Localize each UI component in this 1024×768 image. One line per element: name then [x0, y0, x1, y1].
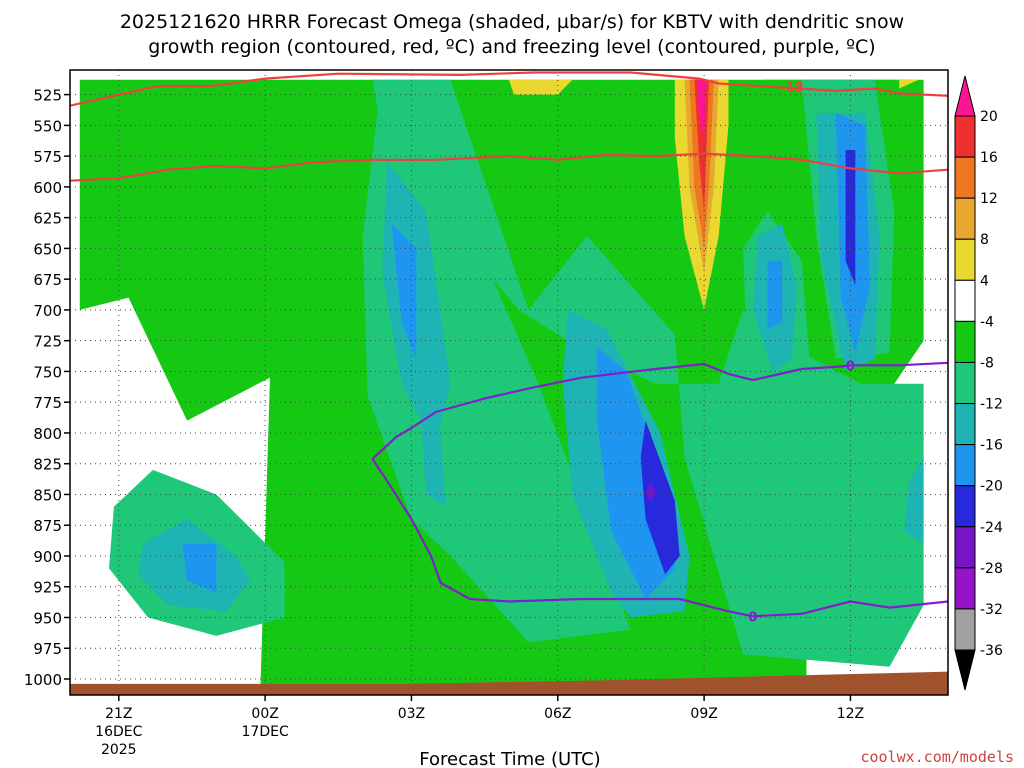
colorbar-top-triangle	[954, 75, 976, 117]
dgz-label-0: -18	[780, 81, 804, 96]
omega-shaded-fills	[79, 79, 924, 695]
y-tick-label-11: 800	[33, 425, 62, 443]
dgz-line-1	[70, 152, 948, 182]
omega-region-13	[904, 457, 924, 544]
x-axis-label: Forecast Time (UTC)	[419, 749, 600, 768]
dgz-line-0	[70, 71, 948, 107]
x-axis-ticks: 21Z 16DEC 2025 00Z 17DEC 03Z 06Z 09Z 12Z	[95, 695, 864, 758]
y-tick-label-8: 725	[33, 333, 62, 351]
omega-region-12	[421, 420, 446, 507]
y-tick-label-3: 600	[33, 179, 62, 197]
y-tick-label-4: 625	[33, 210, 62, 228]
colorbar-label-9: -20	[980, 479, 1003, 495]
omega-region-14	[391, 223, 417, 360]
omega-region-24	[899, 79, 919, 89]
grid-lines	[70, 70, 948, 695]
colorbar-label-6: -8	[980, 355, 994, 371]
y-tick-label-16: 925	[33, 579, 62, 597]
x-tick-sublabel-1: 17DEC	[242, 724, 289, 740]
colorbar-segment-11	[954, 526, 976, 569]
omega-region-17	[767, 260, 783, 329]
omega-region-23	[509, 79, 573, 95]
colorbar-label-8: -16	[980, 438, 1003, 454]
y-tick-label-14: 875	[33, 517, 62, 535]
x-tick-label-3: 06Z	[544, 706, 571, 722]
freezing-label-0: 0	[846, 359, 855, 374]
colorbar-label-4: 4	[980, 273, 989, 289]
colorbar-segment-5	[954, 279, 976, 322]
chart-title-line2: growth region (contoured, red, ºC) and f…	[148, 36, 875, 58]
colorbar-segment-12	[954, 567, 976, 610]
y-tick-label-18: 975	[33, 640, 62, 658]
y-tick-label-0: 525	[33, 87, 62, 105]
colorbar-segment-1	[954, 115, 976, 158]
colorbar-segment-3	[954, 197, 976, 240]
colorbar-segment-4	[954, 238, 976, 281]
colorbar-segment-13	[954, 608, 976, 651]
colorbar-segment-9	[954, 444, 976, 487]
terrain	[70, 671, 948, 695]
colorbar-label-1: 16	[980, 150, 998, 166]
y-tick-label-15: 900	[33, 548, 62, 566]
colorbar-label-7: -12	[980, 397, 1003, 413]
colorbar-label-12: -32	[980, 602, 1003, 618]
colorbar: 20 16 12 8 4 -4 -8 -12 -16 -20 -24 -28 -32 -36	[954, 75, 1003, 691]
omega-region-27	[694, 79, 709, 212]
colorbar-segment-2	[954, 156, 976, 199]
y-tick-label-19: 1000	[24, 671, 62, 689]
terrain-fill	[70, 671, 948, 695]
colorbar-label-2: 12	[980, 191, 998, 207]
omega-region-2	[372, 79, 924, 667]
y-tick-label-9: 750	[33, 363, 62, 381]
y-axis-ticks: 525 550 575 600 625 650 675 700 725 750 775 800 825 8…	[24, 87, 70, 689]
colorbar-segment-7	[954, 361, 976, 405]
colorbar-segment-10	[954, 485, 976, 528]
chart-title-line1: 2025121620 HRRR Forecast Omega (shaded, …	[120, 11, 904, 33]
y-tick-label-13: 850	[33, 486, 62, 504]
omega-region-28	[696, 79, 707, 138]
x-tick-label-5: 12Z	[837, 706, 864, 722]
x-tick-label-2: 03Z	[398, 706, 425, 722]
y-tick-label-10: 775	[33, 394, 62, 412]
watermark: coolwx.com/models	[860, 748, 1014, 766]
y-tick-label-1: 550	[33, 117, 62, 135]
x-tick-year-0: 2025	[101, 742, 137, 758]
x-tick-sublabel-0: 16DEC	[95, 724, 142, 740]
x-tick-label-0: 21Z	[105, 706, 132, 722]
freezing-line-0	[371, 361, 948, 460]
contour-labels: -18 0 0	[748, 81, 855, 625]
colorbar-label-0: 20	[980, 109, 998, 125]
colorbar-segment-8	[954, 403, 976, 446]
y-tick-label-2: 575	[33, 148, 62, 166]
y-tick-label-5: 650	[33, 240, 62, 258]
y-tick-label-6: 675	[33, 271, 62, 289]
colorbar-bottom-triangle	[954, 649, 976, 691]
colorbar-label-3: 8	[980, 232, 989, 248]
colorbar-label-5: -4	[980, 314, 994, 330]
x-tick-label-4: 09Z	[690, 706, 717, 722]
colorbar-label-11: -28	[980, 561, 1003, 577]
colorbar-label-13: -36	[980, 643, 1003, 659]
freezing-label-1: 0	[748, 610, 757, 625]
y-tick-label-7: 700	[33, 302, 62, 320]
y-tick-label-17: 950	[33, 609, 62, 627]
freezing-line-1	[371, 458, 948, 618]
x-tick-label-1: 00Z	[251, 706, 278, 722]
colorbar-label-10: -24	[980, 520, 1003, 536]
y-tick-label-12: 825	[33, 456, 62, 474]
colorbar-segment-6	[954, 320, 976, 363]
plot-area	[70, 70, 948, 695]
omega-region-19	[640, 420, 680, 575]
plot-frame	[69, 69, 949, 696]
omega-region-21	[645, 482, 656, 502]
